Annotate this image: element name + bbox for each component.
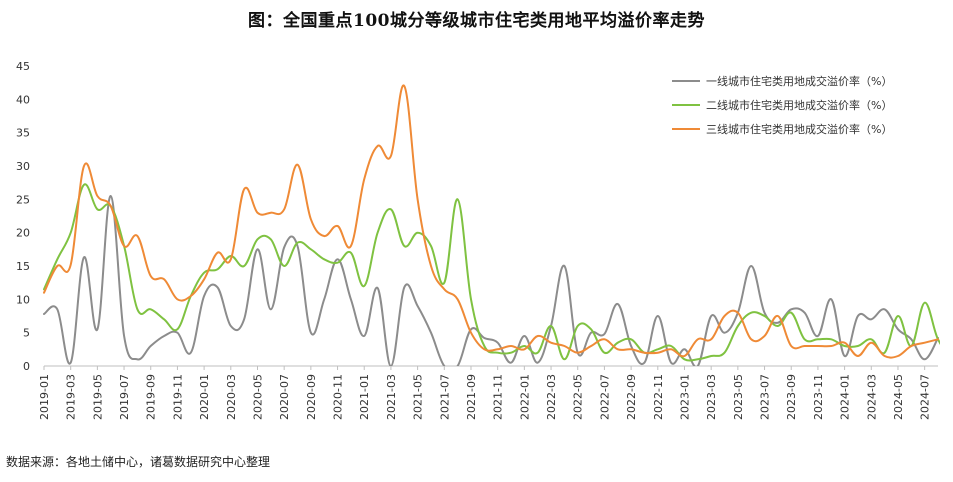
y-tick-label: 5 — [23, 327, 30, 340]
x-tick-label: 2020-09 — [305, 374, 318, 420]
y-tick-label: 10 — [16, 293, 30, 306]
x-tick-label: 2023-03 — [705, 374, 718, 420]
x-tick-label: 2022-07 — [598, 374, 611, 420]
legend-label-2: 二线城市住宅类用地成交溢价率（%） — [706, 98, 892, 112]
x-tick-label: 2021-11 — [492, 374, 505, 420]
x-tick-label: 2023-01 — [678, 374, 691, 420]
x-tick-label: 2022-01 — [518, 374, 531, 420]
x-tick-label: 2023-05 — [732, 374, 745, 420]
x-tick-label: 2020-05 — [251, 374, 264, 420]
y-tick-label: 0 — [23, 360, 30, 373]
x-tick-label: 2020-07 — [278, 374, 291, 420]
y-axis-ticks: 0 5 10 15 20 25 30 35 40 45 — [16, 60, 30, 373]
y-tick-label: 20 — [16, 227, 30, 240]
x-tick-label: 2020-01 — [198, 374, 211, 420]
y-tick-label: 30 — [16, 160, 30, 173]
x-tick-label: 2023-07 — [759, 374, 772, 420]
x-tick-label: 2022-05 — [572, 374, 585, 420]
x-tick-label: 2021-03 — [385, 374, 398, 420]
x-tick-label: 2019-07 — [118, 374, 131, 420]
x-tick-label: 2019-05 — [91, 374, 104, 420]
x-tick-label: 2019-03 — [65, 374, 78, 420]
x-tick-label: 2023-09 — [785, 374, 798, 420]
x-tick-label: 2021-07 — [438, 374, 451, 420]
y-tick-label: 15 — [16, 260, 30, 273]
y-tick-label: 35 — [16, 127, 30, 140]
y-tick-label: 25 — [16, 193, 30, 206]
legend-label-3: 三线城市住宅类用地成交溢价率（%） — [706, 122, 892, 136]
legend: 一线城市住宅类用地成交溢价率（%） 二线城市住宅类用地成交溢价率（%） 三线城市住宅… — [672, 74, 892, 136]
x-tick-label: 2024-01 — [839, 374, 852, 420]
x-tick-label: 2024-05 — [892, 374, 905, 420]
series-line-1 — [43, 194, 939, 366]
legend-label-1: 一线城市住宅类用地成交溢价率（%） — [706, 74, 892, 88]
chart-title: 图：全国重点100城分等级城市住宅类用地平均溢价率走势 — [248, 11, 705, 31]
x-tick-label: 2024-03 — [865, 374, 878, 420]
x-tick-label: 2020-03 — [225, 374, 238, 420]
source-note: 数据来源：各地土储中心，诸葛数据研究中心整理 — [6, 455, 271, 469]
y-tick-label: 40 — [16, 93, 30, 106]
x-tick-label: 2023-11 — [812, 374, 825, 420]
y-tick-label: 45 — [16, 60, 30, 73]
x-tick-label: 2021-09 — [465, 374, 478, 420]
x-tick-label: 2022-09 — [625, 374, 638, 420]
x-tick-label: 2024-07 — [919, 374, 932, 420]
x-tick-label: 2019-11 — [171, 374, 184, 420]
x-tick-label: 2021-05 — [412, 374, 425, 420]
x-axis: 2019-01 2019-03 2019-05 2019-07 2019-09 2019-… — [38, 365, 938, 420]
x-tick-label: 2020-11 — [332, 374, 345, 420]
series-line-2 — [43, 183, 940, 362]
series-line-3 — [43, 84, 939, 359]
series-layer — [43, 84, 940, 366]
x-tick-label: 2022-03 — [545, 374, 558, 420]
x-tick-label: 2019-09 — [145, 374, 158, 420]
x-tick-label: 2019-01 — [38, 374, 51, 420]
x-tick-label: 2022-11 — [652, 374, 665, 420]
x-tick-label: 2021-01 — [358, 374, 371, 420]
